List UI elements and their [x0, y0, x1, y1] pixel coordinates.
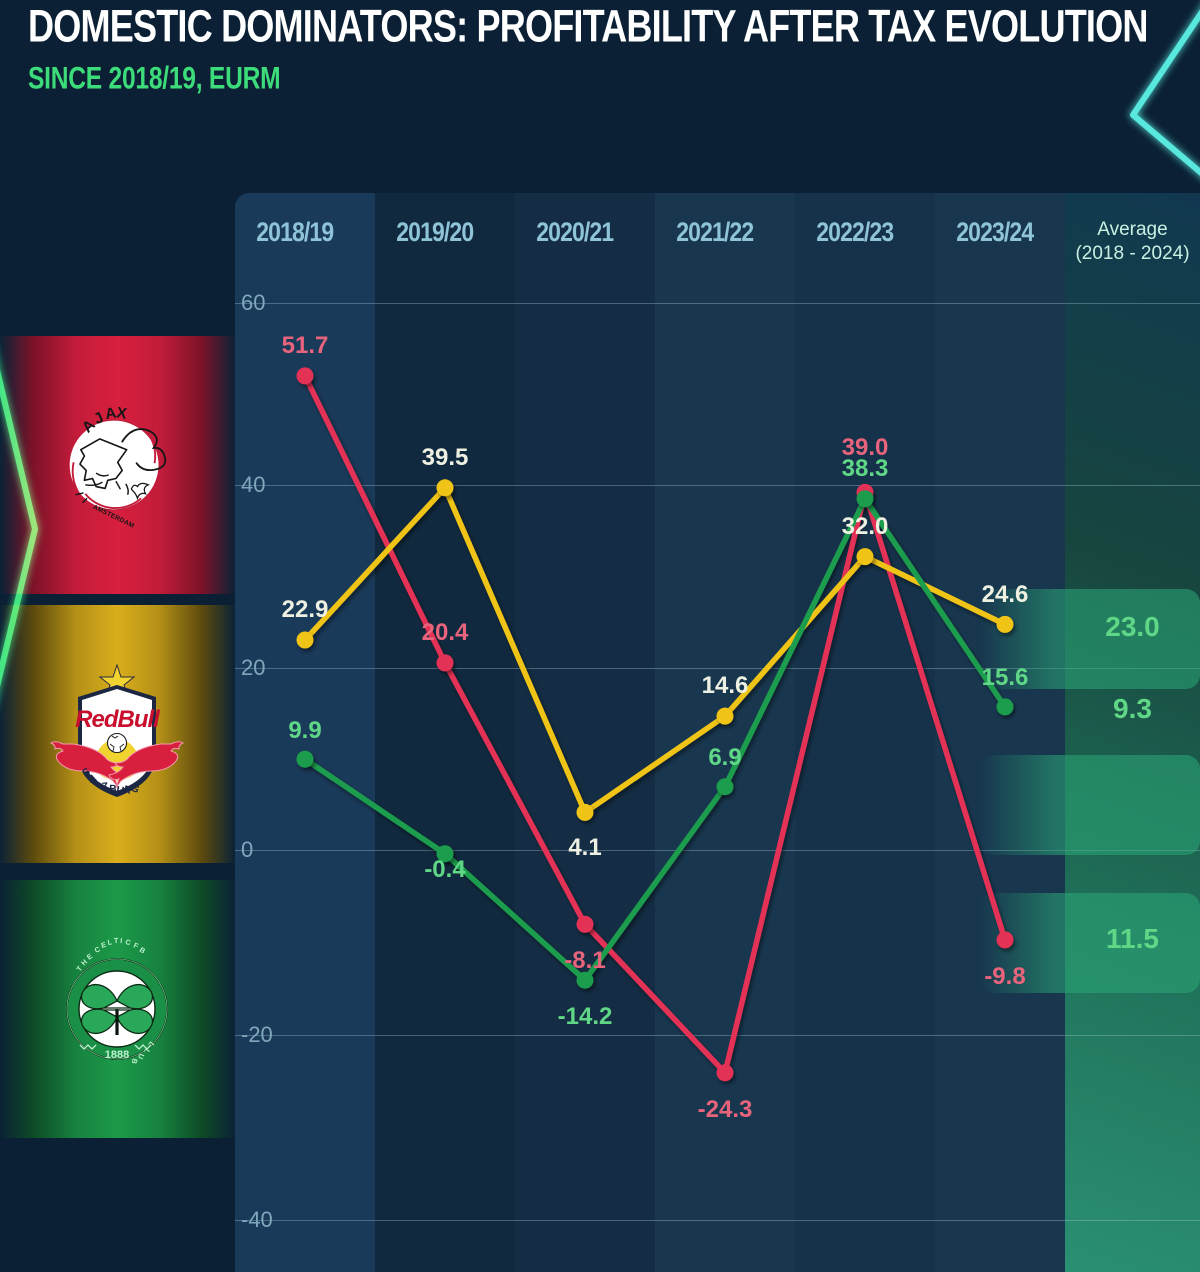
svg-text:B: B [138, 945, 147, 956]
svg-text:1888: 1888 [105, 1049, 129, 1061]
svg-text:C: C [125, 937, 132, 947]
svg-text:T: T [114, 936, 119, 945]
svg-text:39.5: 39.5 [422, 444, 469, 471]
svg-text:9.9: 9.9 [288, 717, 321, 744]
svg-text:-8.1: -8.1 [564, 947, 605, 974]
svg-text:51.7: 51.7 [282, 332, 329, 359]
svg-text:32.0: 32.0 [842, 513, 889, 540]
svg-text:-9.8: -9.8 [984, 963, 1025, 990]
svg-text:14.6: 14.6 [702, 672, 749, 699]
svg-text:15.6: 15.6 [982, 664, 1029, 691]
svg-text:X: X [115, 404, 129, 423]
svg-text:20.4: 20.4 [422, 619, 469, 646]
svg-text:38.3: 38.3 [842, 455, 889, 482]
svg-text:E: E [85, 951, 94, 961]
svg-text:L: L [107, 937, 113, 947]
svg-text:22.9: 22.9 [282, 596, 329, 623]
svg-text:4.1: 4.1 [568, 834, 601, 861]
svg-text:I: I [120, 936, 123, 945]
svg-text:24.6: 24.6 [982, 581, 1029, 608]
svg-text:-24.3: -24.3 [698, 1096, 753, 1123]
svg-text:-14.2: -14.2 [558, 1003, 613, 1030]
svg-text:6.9: 6.9 [708, 744, 741, 771]
svg-text:B: B [129, 1057, 139, 1065]
svg-text:-0.4: -0.4 [424, 856, 466, 883]
svg-text:RedBull: RedBull [75, 706, 161, 733]
